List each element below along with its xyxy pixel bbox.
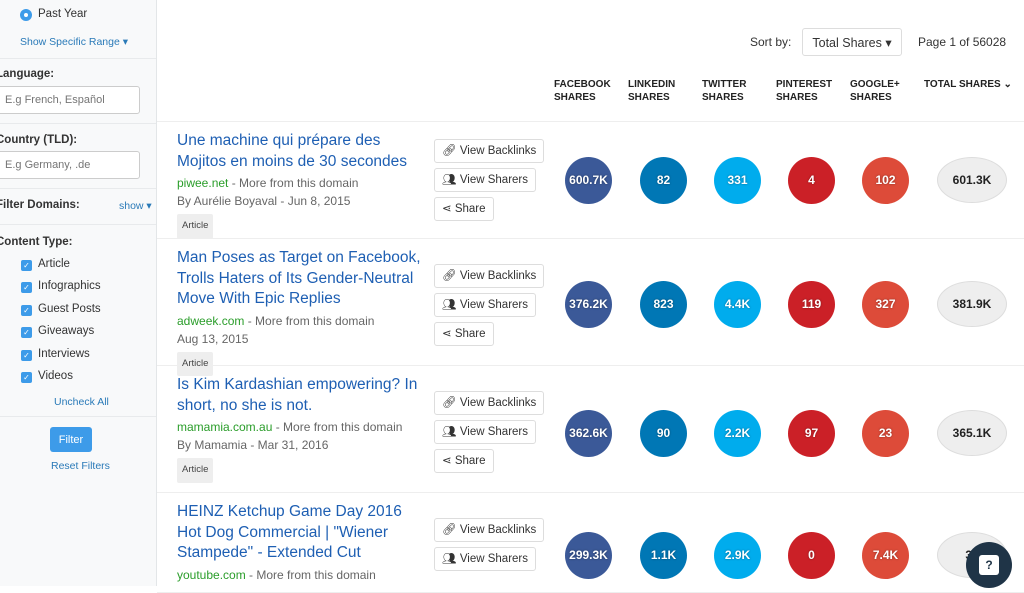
country-label: Country (TLD): (0, 134, 78, 146)
result-row: HEINZ Ketchup Game Day 2016 Hot Dog Comm… (157, 493, 1024, 593)
pinterest-shares-count[interactable]: 119 (788, 281, 835, 328)
total-shares-count: 601.3K (937, 157, 1007, 203)
domain-link[interactable]: piwee.net (177, 176, 229, 190)
pinterest-shares-count[interactable]: 97 (788, 410, 835, 457)
view-sharers-button[interactable]: 👥︎ View Sharers (434, 168, 536, 192)
facebook-shares-count[interactable]: 376.2K (565, 281, 612, 328)
linkedin-shares-count[interactable]: 823 (640, 281, 687, 328)
users-icon: 👥︎ (442, 174, 457, 186)
view-sharers-button[interactable]: 👥︎ View Sharers (434, 293, 536, 317)
column-header: PINTEREST SHARES (776, 79, 833, 103)
filter-button[interactable]: Filter (50, 427, 92, 452)
result-title-link[interactable]: HEINZ Ketchup Game Day 2016 Hot Dog Comm… (177, 503, 402, 582)
view-sharers-button[interactable]: 👥︎ View Sharers (434, 420, 536, 444)
linkedin-shares-count[interactable]: 90 (640, 410, 687, 457)
column-header: FACEBOOK SHARES (554, 79, 611, 103)
filter-sidebar: Past Year Show Specific Range ▾ Language… (0, 0, 157, 586)
view-backlinks-button[interactable]: 🔗︎ View Backlinks (434, 518, 545, 542)
byline: By Aurélie Boyaval - Jun 8, 2015 (177, 194, 351, 208)
facebook-shares-count[interactable]: 362.6K (565, 410, 612, 457)
column-header[interactable]: TOTAL SHARES ⌄ (924, 79, 1012, 90)
view-backlinks-button[interactable]: 🔗︎ View Backlinks (434, 391, 545, 415)
result-row: Une machine qui prépare des Mojitos en m… (157, 122, 1024, 239)
users-icon: 👥︎ (442, 299, 457, 311)
more-from-domain-link[interactable]: - More from this domain (245, 567, 376, 582)
facebook-shares-count[interactable]: 299.3K (565, 532, 612, 579)
pinterest-shares-count[interactable]: 0 (788, 532, 835, 579)
column-header: LINKEDIN SHARES (628, 79, 676, 103)
domain-link[interactable]: youtube.com (177, 567, 246, 582)
show-specific-range-link[interactable]: Show Specific Range ▾ (20, 36, 128, 48)
result-title-link[interactable]: Is Kim Kardashian empowering? In short, … (177, 375, 422, 483)
twitter-shares-count[interactable]: 2.9K (714, 532, 761, 579)
google-shares-count[interactable]: 327 (862, 281, 909, 328)
column-header: TWITTER SHARES (702, 79, 747, 103)
result-title-link[interactable]: Man Poses as Target on Facebook, Trolls … (177, 248, 422, 376)
content-type-badge: Article (177, 351, 214, 376)
link-icon: 🔗︎ (442, 397, 457, 409)
link-icon: 🔗︎ (442, 524, 457, 536)
share-button[interactable]: ⋖ Share (434, 197, 494, 221)
sort-dropdown[interactable]: Total Shares ▾ (802, 28, 902, 56)
google-shares-count[interactable]: 102 (862, 157, 909, 204)
more-from-domain-link[interactable]: - More from this domain (272, 420, 403, 434)
checkbox-checked-icon[interactable]: ✓ (21, 349, 32, 361)
result-row: Is Kim Kardashian empowering? In short, … (157, 366, 1024, 493)
checkbox-checked-icon[interactable]: ✓ (21, 260, 32, 271)
google-shares-count[interactable]: 23 (862, 410, 909, 457)
view-backlinks-button[interactable]: 🔗︎ View Backlinks (434, 139, 545, 163)
facebook-shares-count[interactable]: 600.7K (565, 157, 612, 204)
filter-domains-label: Filter Domains: (0, 199, 80, 211)
content-type-badge: Article (177, 214, 214, 239)
checkbox-checked-icon[interactable]: ✓ (21, 372, 32, 383)
checkbox-checked-icon[interactable]: ✓ (21, 282, 32, 294)
view-sharers-button[interactable]: 👥︎ View Sharers (434, 547, 536, 571)
result-title-link[interactable]: Une machine qui prépare des Mojitos en m… (177, 131, 422, 239)
checkbox-checked-icon[interactable]: ✓ (21, 327, 32, 339)
domain-link[interactable]: adweek.com (177, 313, 245, 328)
google-shares-count[interactable]: 7.4K (862, 532, 909, 579)
twitter-shares-count[interactable]: 2.2K (714, 410, 761, 457)
share-icon: ⋖ (442, 455, 452, 467)
more-from-domain-link[interactable]: - More from this domain (228, 176, 359, 190)
language-input[interactable] (0, 86, 140, 114)
checkbox-checked-icon[interactable]: ✓ (21, 304, 32, 316)
content-type-label: Content Type: (0, 236, 73, 248)
linkedin-shares-count[interactable]: 82 (640, 157, 687, 204)
link-icon: 🔗︎ (442, 270, 457, 282)
users-icon: 👥︎ (442, 553, 457, 565)
byline: Aug 13, 2015 (177, 331, 249, 346)
share-icon: ⋖ (442, 328, 452, 340)
twitter-shares-count[interactable]: 4.4K (714, 281, 761, 328)
share-button[interactable]: ⋖ Share (434, 322, 494, 346)
byline: By Mamamia - Mar 31, 2016 (177, 438, 329, 452)
pinterest-shares-count[interactable]: 4 (788, 157, 835, 204)
total-shares-count: 381.9K (937, 281, 1007, 327)
language-label: Language: (0, 68, 55, 80)
more-from-domain-link[interactable]: - More from this domain (244, 313, 375, 328)
column-header: GOOGLE+ SHARES (850, 79, 900, 103)
link-icon: 🔗︎ (442, 145, 457, 157)
sort-label: Sort by: (750, 35, 792, 49)
content-type-badge: Article (177, 458, 214, 483)
uncheck-all-link[interactable]: Uncheck All (54, 396, 109, 408)
help-icon: ? (979, 555, 999, 575)
users-icon: 👥︎ (442, 426, 457, 438)
result-row: Man Poses as Target on Facebook, Trolls … (157, 239, 1024, 376)
linkedin-shares-count[interactable]: 1.1K (640, 532, 687, 579)
domain-link[interactable]: mamamia.com.au (177, 420, 273, 434)
radio-selected-icon[interactable] (20, 9, 32, 21)
reset-filters-link[interactable]: Reset Filters (51, 460, 110, 472)
view-backlinks-button[interactable]: 🔗︎ View Backlinks (434, 264, 545, 288)
share-icon: ⋖ (442, 203, 452, 215)
results-panel: Sort by: Total Shares ▾ Page 1 of 56028 … (157, 0, 1024, 593)
help-chat-button[interactable]: ? (966, 542, 1012, 588)
page-info: Page 1 of 56028 (918, 35, 1007, 49)
twitter-shares-count[interactable]: 331 (714, 157, 761, 204)
country-input[interactable] (0, 151, 140, 179)
show-domains-link[interactable]: show ▾ (119, 200, 152, 212)
total-shares-count: 365.1K (937, 410, 1007, 456)
share-button[interactable]: ⋖ Share (434, 449, 494, 473)
